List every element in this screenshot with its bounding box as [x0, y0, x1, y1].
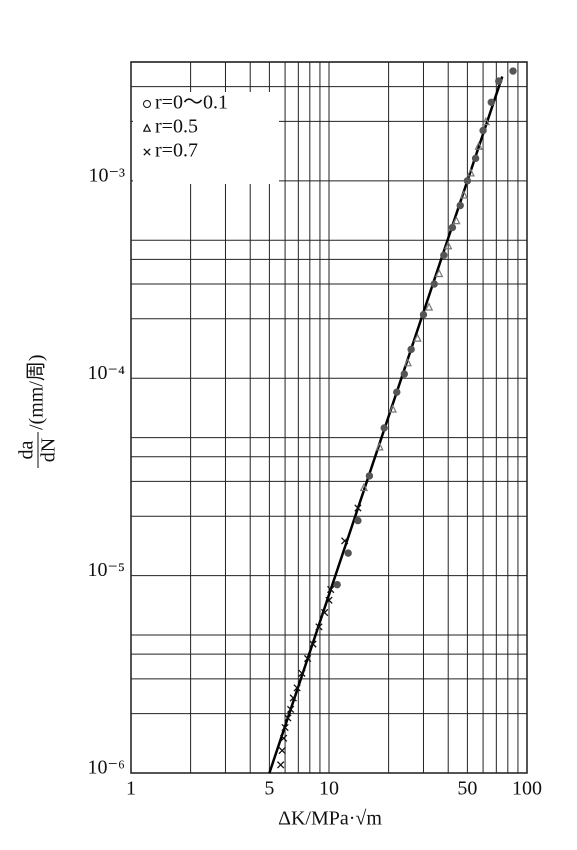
data-point — [474, 141, 483, 150]
data-point — [327, 585, 335, 594]
x-tick-label: 100 — [512, 778, 542, 800]
data-point — [452, 215, 461, 225]
y-label-unit: /(mm/周) — [26, 354, 48, 430]
data-point — [278, 746, 286, 755]
data-point — [456, 201, 464, 210]
legend-box — [133, 92, 279, 184]
data-point — [495, 77, 503, 85]
data-point — [320, 608, 329, 617]
data-point — [277, 761, 285, 769]
y-tick-label: 10⁻⁴ — [87, 362, 125, 384]
data-point — [393, 388, 401, 396]
legend-label: r=0.7 — [155, 140, 198, 162]
data-point — [466, 168, 475, 177]
legend-marker — [142, 123, 152, 132]
data-point — [479, 126, 487, 135]
data-point — [315, 623, 323, 631]
legend-label: r=0.5 — [155, 116, 198, 138]
data-point — [325, 596, 333, 604]
data-point — [341, 537, 349, 545]
y-tick-label: 10⁻³ — [88, 164, 125, 186]
legend-marker — [143, 148, 151, 156]
data-point — [413, 333, 422, 342]
data-point — [279, 734, 288, 742]
y-tick-label: 10⁻⁵ — [87, 559, 125, 581]
data-point — [365, 472, 374, 480]
x-tick-label: 50 — [457, 778, 477, 800]
data-point — [284, 714, 292, 722]
data-point — [359, 482, 369, 492]
data-point — [440, 251, 448, 259]
y-label-numerator: da — [16, 440, 38, 459]
data-point — [448, 223, 457, 232]
data-point — [509, 67, 517, 75]
data-point — [286, 705, 295, 714]
data-point — [303, 654, 312, 663]
y-axis-label: da dN /(mm/周) — [16, 354, 60, 468]
data-point — [344, 549, 352, 557]
data-point — [481, 116, 491, 126]
legend-marker — [143, 100, 151, 108]
x-tick-label: 10 — [319, 778, 339, 800]
data-point — [419, 310, 428, 319]
data-point — [487, 98, 495, 106]
data-point — [403, 358, 412, 367]
data-point — [354, 504, 362, 512]
data-point — [333, 580, 341, 589]
data-point — [434, 268, 444, 278]
data-point — [459, 190, 469, 199]
data-point — [281, 723, 289, 732]
data-point — [375, 442, 384, 451]
data-point — [309, 640, 317, 648]
data-point — [298, 669, 306, 677]
data-point — [293, 684, 301, 692]
data-point — [380, 424, 388, 432]
x-tick-label: 5 — [264, 778, 274, 800]
legend-label: r=0～0.1 — [155, 92, 228, 114]
data-point — [471, 154, 480, 163]
x-tick-label: 1 — [126, 778, 136, 800]
data-point — [424, 302, 434, 311]
y-tick-label: 10⁻⁶ — [87, 757, 125, 779]
data-point — [289, 694, 297, 702]
data-point — [400, 370, 408, 378]
data-point — [354, 516, 362, 525]
x-axis-label: ΔK/MPa·√m — [278, 808, 382, 830]
y-label-denominator: dN — [38, 438, 60, 462]
data-point — [463, 177, 472, 185]
data-point — [444, 241, 453, 250]
data-point — [388, 404, 397, 413]
data-point — [430, 280, 438, 288]
data-point — [407, 345, 415, 354]
